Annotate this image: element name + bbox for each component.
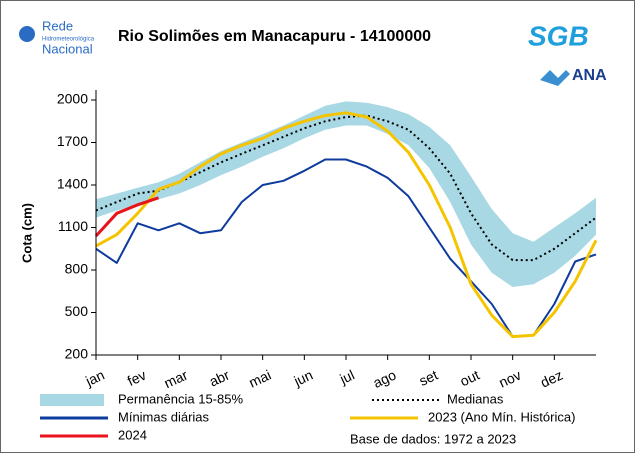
- x-tick-label: jul: [336, 367, 356, 388]
- y-tick-label: 1400: [57, 176, 88, 192]
- y-tick-label: 800: [65, 261, 89, 277]
- chart-title: Rio Solimões em Manacapuru - 14100000: [118, 28, 431, 45]
- legend-label: Mínimas diárias: [118, 409, 210, 424]
- band-area: [96, 101, 596, 288]
- x-tick-label: abr: [207, 366, 232, 389]
- y-tick-label: 2000: [57, 91, 88, 107]
- y-tick-label: 500: [65, 303, 89, 319]
- legend-label: 2024: [118, 427, 147, 442]
- logo-icon: [540, 70, 570, 86]
- y-axis-label: Cota (cm): [19, 203, 34, 263]
- logo-text: Hidrometeorológica: [42, 37, 95, 43]
- x-tick-label: jan: [82, 367, 107, 390]
- logo-text: SGB: [528, 20, 589, 51]
- logo-text: ANA: [572, 67, 607, 84]
- y-tick-label: 200: [65, 346, 89, 362]
- y-tick-label: 1700: [57, 133, 88, 149]
- legend-label: Permanência 15-85%: [118, 391, 243, 406]
- y-tick-label: 1100: [58, 218, 88, 234]
- legend-swatch: [40, 394, 104, 406]
- series-line: [95, 114, 597, 262]
- legend-label: Medianas: [447, 391, 504, 406]
- logo-text: Rede: [42, 18, 73, 33]
- x-tick-label: fev: [125, 367, 149, 389]
- note: Base de dados: 1972 a 2023: [350, 431, 516, 446]
- series-line: [95, 111, 598, 339]
- logo-text: Nacional: [42, 41, 93, 56]
- x-tick-label: set: [416, 367, 440, 389]
- logo-icon: [19, 26, 35, 42]
- plot: [94, 101, 598, 339]
- x-tick-label: jun: [291, 367, 316, 390]
- x-tick-label: out: [457, 367, 482, 390]
- series-line: [94, 196, 159, 238]
- legend-label: 2023 (Ano Mín. Histórica): [428, 409, 575, 424]
